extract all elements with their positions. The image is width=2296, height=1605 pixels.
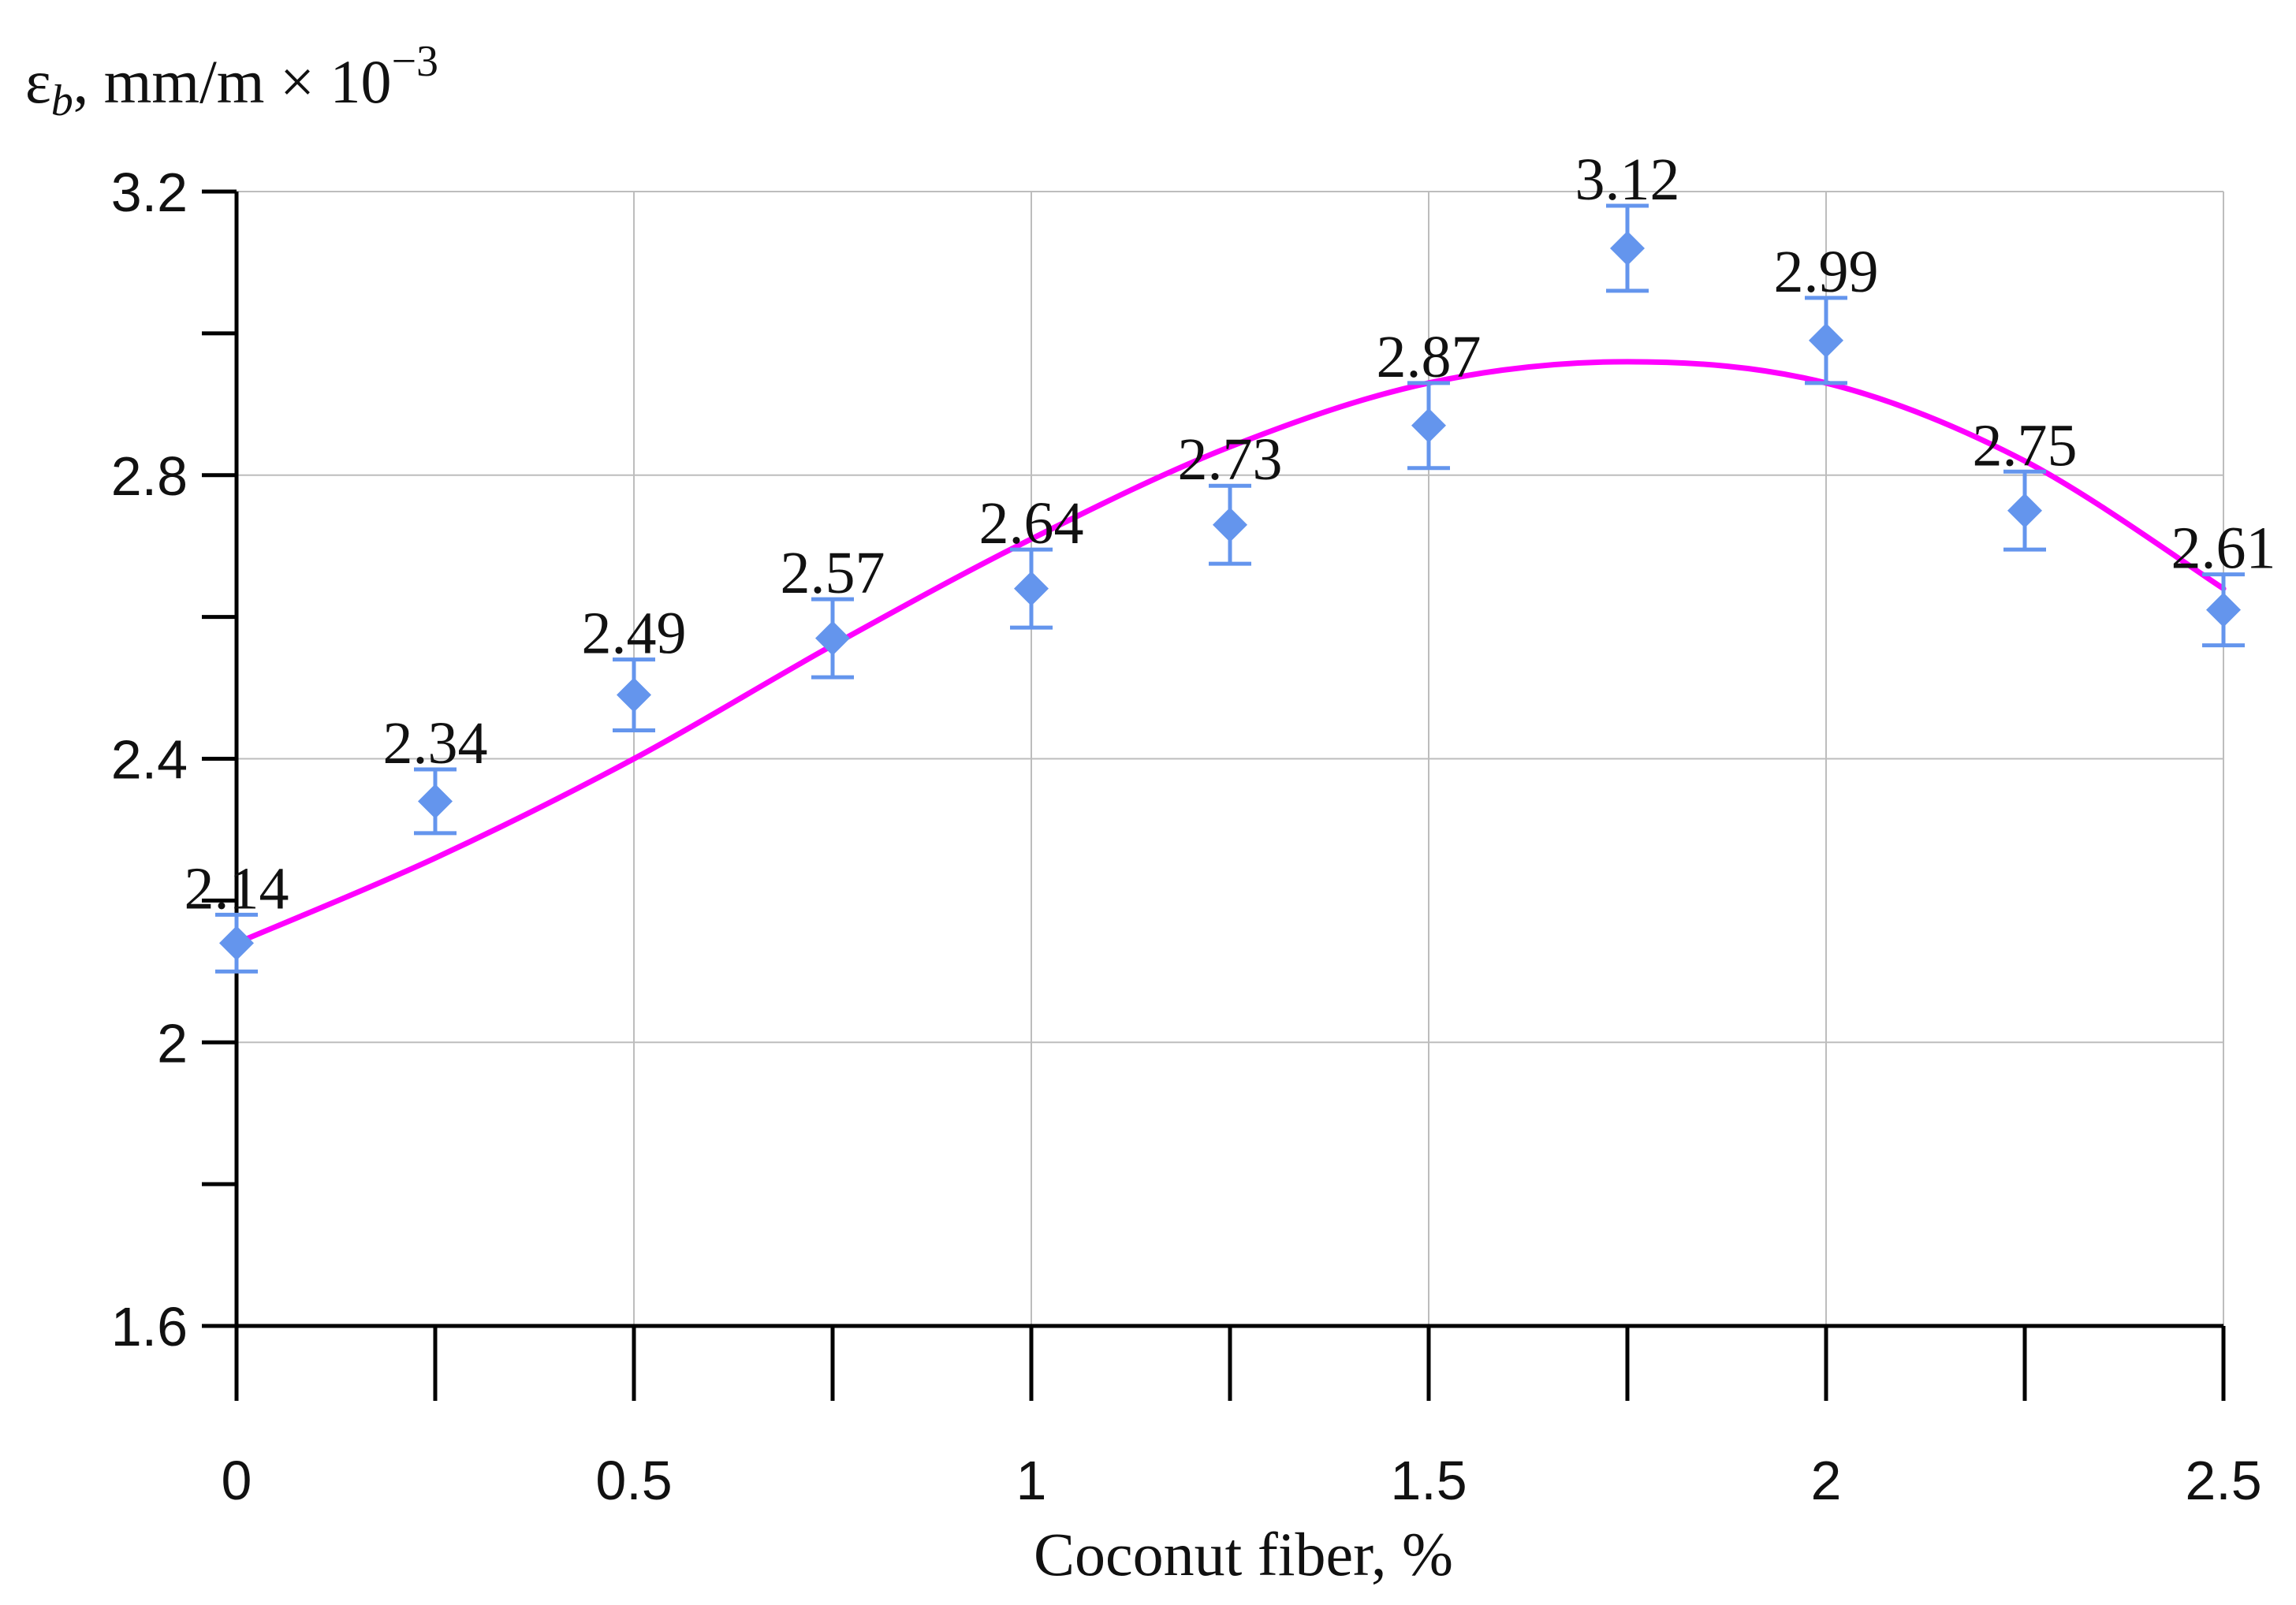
data-label: 3.12	[1575, 147, 1680, 213]
data-point	[617, 677, 651, 713]
data-label: 2.57	[781, 540, 885, 606]
data-point	[2007, 493, 2042, 528]
data-label: 2.64	[979, 490, 1084, 557]
trendline	[233, 359, 2227, 946]
x-tick-label: 0	[222, 1450, 252, 1511]
data-label: 2.14	[184, 855, 289, 922]
y-axis-title: εb, mm/m × 10−3	[25, 37, 438, 125]
data-labels: 2.14 2.34 2.49 2.57 2.64 2.73 2.87 3.12 2.99 2.75…	[184, 147, 2276, 922]
y-axis-units: , mm/m × 10	[73, 47, 392, 116]
data-label: 2.87	[1377, 324, 1482, 390]
data-label: 2.49	[582, 601, 687, 667]
data-point	[2206, 592, 2241, 627]
x-tick-label: 0.5	[595, 1450, 672, 1511]
data-point	[1411, 408, 1446, 443]
error-bars	[215, 203, 2245, 974]
x-tick-label: 1.5	[1390, 1450, 1467, 1511]
tick-labels: 1.6 2 2.4 2.8 3.2 0 0.5 1 1.5 2 2.5	[111, 162, 2262, 1511]
data-label: 2.61	[2171, 516, 2276, 582]
y-tick-label: 2	[157, 1012, 188, 1074]
data-label: 2.34	[383, 710, 488, 776]
data-points	[219, 230, 2241, 961]
data-point	[815, 620, 850, 656]
y-tick-label: 2.4	[111, 729, 188, 791]
y-axis-exponent: −3	[391, 37, 438, 86]
trendline-group	[233, 359, 2227, 946]
data-point	[418, 784, 453, 819]
x-tick-label: 2	[1811, 1450, 1842, 1511]
x-tick-label: 1	[1016, 1450, 1047, 1511]
data-point	[1809, 322, 1843, 358]
y-axis-subscript: b	[51, 76, 73, 125]
y-tick-label: 1.6	[111, 1296, 188, 1357]
data-point	[1014, 571, 1049, 606]
x-tick-label: 2.5	[2185, 1450, 2261, 1511]
y-tick-label: 2.8	[111, 445, 188, 507]
tick-marks	[202, 189, 2226, 1401]
data-point	[1213, 507, 1247, 542]
x-axis-title: Coconut fiber, %	[1034, 1520, 1453, 1588]
y-axis-symbol: ε	[25, 47, 51, 116]
data-label: 2.73	[1178, 426, 1283, 493]
data-label: 2.75	[1973, 412, 2078, 479]
grid-lines	[237, 191, 2224, 1326]
y-tick-label: 3.2	[111, 162, 188, 223]
data-point	[1610, 230, 1645, 266]
data-point	[219, 925, 254, 961]
data-label: 2.99	[1774, 239, 1879, 305]
